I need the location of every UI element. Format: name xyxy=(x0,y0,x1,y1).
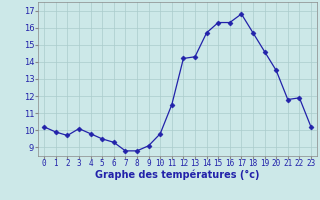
X-axis label: Graphe des températures (°c): Graphe des températures (°c) xyxy=(95,169,260,180)
